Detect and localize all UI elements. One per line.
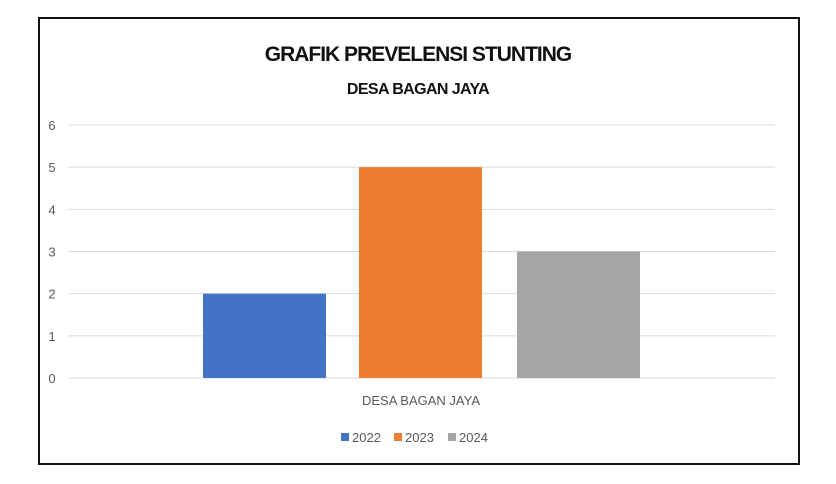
legend-swatch-2022 [341, 433, 349, 441]
y-tick-label: 3 [48, 245, 55, 260]
legend-swatch-2024 [448, 433, 456, 441]
legend-label-2024: 2024 [459, 430, 488, 445]
legend-label-2022: 2022 [352, 430, 381, 445]
x-category-label: DESA BAGAN JAYA [362, 393, 480, 408]
y-tick-label: 0 [48, 371, 55, 386]
legend-swatch-2023 [394, 433, 402, 441]
bar-2024 [517, 251, 640, 378]
chart-title: GRAFIK PREVELENSI STUNTING [265, 43, 572, 66]
chart-subtitle: DESA BAGAN JAYA [347, 81, 490, 98]
bar-2022 [203, 293, 326, 378]
y-tick-label: 2 [48, 287, 55, 302]
bar-2023 [359, 167, 482, 378]
y-tick-label: 1 [48, 329, 55, 344]
y-tick-label: 6 [48, 118, 55, 133]
chart-frame [38, 17, 800, 465]
legend-label-2023: 2023 [405, 430, 434, 445]
y-tick-label: 4 [48, 202, 55, 217]
y-tick-label: 5 [48, 160, 55, 175]
